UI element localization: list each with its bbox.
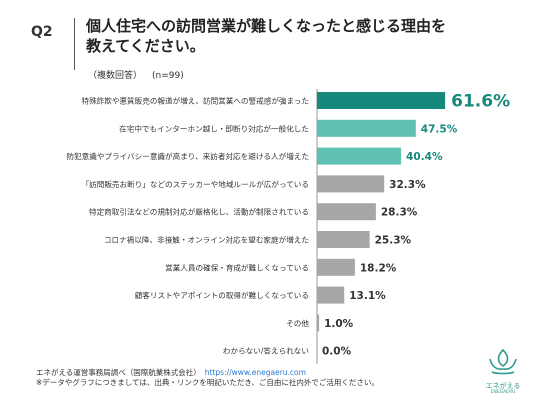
category-label: 特定商取引法などの規制対応が厳格化し、活動が制限されている <box>89 207 309 217</box>
category-label: 防犯意識やプライバシー意識が高まり、来訪者対応を避ける人が増えた <box>66 151 309 161</box>
value-label: 13.1% <box>349 290 386 302</box>
usage-note: ※データやグラフにつきましては、出典・リンクを明記いただき、ご自由に社内外でご活… <box>36 378 379 387</box>
category-label: 在宅中でもインターホン越し・即断り対応が一般化した <box>119 123 309 133</box>
enegaeru-logo-icon <box>489 348 517 375</box>
bar <box>317 231 370 248</box>
bar <box>317 314 320 332</box>
bar <box>317 258 355 276</box>
value-label: 40.4% <box>406 151 443 163</box>
value-label: 47.5% <box>421 123 458 135</box>
value-label: 61.6% <box>451 92 510 112</box>
footer: エネがえる運営事務局調べ（国際航業株式会社） https://www.enegae… <box>36 368 379 388</box>
category-label: 営業人員の確保・育成が難しくなっている <box>165 262 309 272</box>
answer-type-label: （複数回答） <box>88 71 143 81</box>
sample-size-label: (n=99) <box>152 71 184 81</box>
category-label: コロナ禍以降、非接触・オンライン対応を望む家庭が増えた <box>104 235 309 245</box>
logo-subtext: ENEGAERU <box>490 390 516 395</box>
category-label: 「訪問販売お断り」などのステッカーや地域ルールが広がっている <box>82 179 309 189</box>
bar <box>317 286 345 304</box>
bar <box>317 175 385 193</box>
bar <box>317 203 376 221</box>
value-label: 25.3% <box>375 235 412 247</box>
value-label: 1.0% <box>324 318 354 330</box>
source-text: エネがえる運営事務局調べ（国際航業株式会社） <box>36 368 201 377</box>
title-divider <box>74 18 75 70</box>
value-label: 32.3% <box>389 179 426 191</box>
bar <box>317 119 416 137</box>
chart-title: 個人住宅への訪問営業が難しくなったと感じる理由を 教えてください。 <box>86 16 446 56</box>
chart-subtitle: （複数回答） (n=99) <box>88 68 184 81</box>
source-link[interactable]: https://www.enegaeru.com <box>204 368 306 377</box>
chart-title-line-2: 教えてください。 <box>86 37 205 55</box>
question-label: Q2 <box>31 24 53 40</box>
value-label: 28.3% <box>381 207 418 219</box>
chart-title-line-1: 個人住宅への訪問営業が難しくなったと感じる理由を <box>86 17 447 35</box>
value-label: 0.0% <box>322 346 352 358</box>
logo-name: エネがえる <box>485 382 521 390</box>
category-label: 特殊詐欺や悪質販売の報道が増え、訪問営業への警戒感が強まった <box>81 96 309 106</box>
bar <box>317 92 446 109</box>
category-label: 顧客リストやアポイントの取得が難しくなっている <box>135 290 309 300</box>
bar <box>317 147 402 165</box>
category-label: その他 <box>286 318 309 328</box>
value-label: 18.2% <box>360 262 397 274</box>
category-label: わからない/答えられない <box>223 346 309 356</box>
